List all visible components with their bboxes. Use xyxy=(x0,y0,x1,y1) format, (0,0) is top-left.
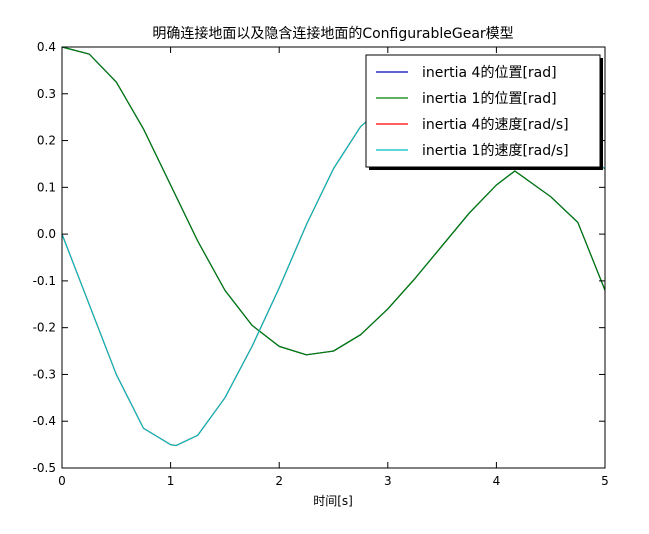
x-tick-label: 3 xyxy=(384,474,392,488)
legend-label-2: inertia 1的位置[rad] xyxy=(422,91,557,107)
y-tick-label: 0.2 xyxy=(37,134,56,148)
legend-label-3: inertia 4的速度[rad/s] xyxy=(422,117,569,133)
x-tick-label: 1 xyxy=(167,474,175,488)
legend-label-1: inertia 4的位置[rad] xyxy=(422,65,557,81)
plot-frame xyxy=(61,46,606,469)
y-axis: 0.4 0.3 0.2 0.1 0.0 -0.1 -0.2 -0.3 -0.4 -0.5 xyxy=(33,40,605,475)
x-tick-label: 5 xyxy=(601,474,609,488)
x-tick-label: 4 xyxy=(493,474,501,488)
y-tick-label: -0.5 xyxy=(33,461,56,475)
series-line-2 xyxy=(61,46,606,356)
y-tick-label: -0.1 xyxy=(33,274,56,288)
y-tick-label: 0.3 xyxy=(37,87,56,101)
y-tick-label: -0.2 xyxy=(33,321,56,335)
y-tick-label: -0.4 xyxy=(33,414,56,428)
x-axis: 0 1 2 3 4 5 xyxy=(58,47,609,488)
y-tick-label: -0.3 xyxy=(33,367,56,381)
legend-box xyxy=(365,54,601,168)
x-tick-label: 0 xyxy=(58,474,66,488)
chart-title: 明确连接地面以及隐含连接地面的ConfigurableGear模型 xyxy=(152,25,513,42)
y-tick-label: 0.0 xyxy=(37,227,56,241)
legend: inertia 4的位置[rad] inertia 1的位置[rad] inerti… xyxy=(365,54,603,170)
y-tick-label: 0.4 xyxy=(37,40,56,54)
x-tick-label: 2 xyxy=(275,474,283,488)
y-tick-label: 0.1 xyxy=(37,180,56,194)
x-axis-label: 时间[s] xyxy=(313,494,353,508)
legend-label-4: inertia 1的速度[rad/s] xyxy=(422,143,569,159)
